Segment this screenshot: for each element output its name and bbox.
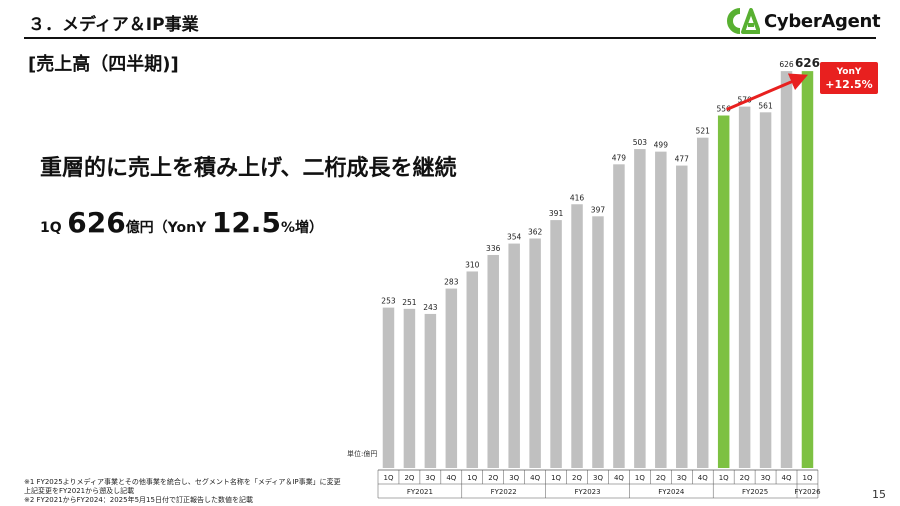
bar bbox=[676, 165, 688, 468]
bar bbox=[403, 308, 416, 468]
yony-callout-label: YonY bbox=[836, 67, 862, 77]
bar bbox=[487, 254, 499, 468]
unit-label: 単位:億円 bbox=[347, 449, 377, 458]
data-label: 397 bbox=[591, 205, 606, 214]
data-label: 362 bbox=[528, 227, 543, 236]
fiscal-year-label: FY2024 bbox=[658, 488, 685, 496]
quarter-tick-label: 4Q bbox=[614, 474, 624, 482]
data-label: 503 bbox=[633, 138, 648, 147]
logo-mark-icon bbox=[727, 8, 760, 34]
quarter-tick-label: 1Q bbox=[383, 474, 393, 482]
kpi-summary: 1Q 626億円（YonY 12.5%増） bbox=[40, 206, 323, 239]
yony-callout bbox=[820, 62, 878, 94]
data-label: 477 bbox=[675, 155, 690, 164]
data-label: 570 bbox=[737, 96, 752, 105]
bar bbox=[634, 149, 646, 468]
fiscal-year-label: FY2021 bbox=[407, 488, 433, 496]
cyberagent-logo: CyberAgent bbox=[726, 8, 881, 34]
bar bbox=[571, 204, 583, 469]
data-label: 391 bbox=[549, 209, 564, 218]
quarter-tick-label: 4Q bbox=[530, 474, 540, 482]
bar bbox=[801, 71, 814, 468]
growth-arrow bbox=[726, 73, 808, 111]
kpi-value: 626 bbox=[67, 206, 126, 239]
headline: 重層的に売上を積み上げ、二桁成長を継続 bbox=[40, 156, 457, 181]
data-label: 561 bbox=[758, 101, 773, 110]
kpi-unit: 億円（YonY bbox=[125, 220, 207, 236]
slide-title: [売上高（四半期)] bbox=[28, 54, 179, 75]
footnotes: ※1 FY2025よりメディア事業とその他事業を統合し、セグメント名称を「メディ… bbox=[24, 478, 341, 505]
bar bbox=[529, 238, 541, 468]
quarter-tick-label: 4Q bbox=[782, 474, 792, 482]
quarter-tick-label: 3Q bbox=[593, 474, 603, 482]
quarter-tick-label: 2Q bbox=[740, 474, 750, 482]
bar bbox=[696, 137, 709, 468]
data-label: 283 bbox=[444, 278, 459, 287]
data-label: 336 bbox=[486, 244, 501, 253]
data-label: 243 bbox=[423, 303, 438, 312]
page-number: 15 bbox=[872, 488, 886, 501]
kpi-suffix: %増） bbox=[280, 220, 323, 236]
bar bbox=[613, 164, 625, 468]
bar bbox=[508, 243, 520, 468]
quarter-tick-label: 1Q bbox=[467, 474, 477, 482]
bar bbox=[550, 220, 562, 468]
bar bbox=[592, 216, 604, 468]
title-divider bbox=[24, 37, 876, 39]
data-label: 626 bbox=[795, 56, 820, 70]
quarter-tick-label: 1Q bbox=[802, 474, 812, 482]
yony-callout-value: +12.5% bbox=[825, 78, 872, 91]
fiscal-year-label: FY2025 bbox=[742, 488, 768, 496]
fiscal-year-label: FY2022 bbox=[491, 488, 517, 496]
logo-text: CyberAgent bbox=[764, 10, 881, 32]
data-label: 416 bbox=[570, 193, 585, 202]
quarter-tick-label: 2Q bbox=[572, 474, 582, 482]
bar bbox=[445, 288, 458, 468]
footnote: ※2 FY2021からFY2024：2025年5月15日付で訂正報告した数値を記… bbox=[24, 496, 253, 504]
data-label: 253 bbox=[381, 297, 396, 306]
bar bbox=[717, 115, 730, 468]
quarter-tick-label: 1Q bbox=[551, 474, 561, 482]
bar bbox=[424, 313, 437, 468]
data-label: 499 bbox=[654, 141, 669, 150]
kpi-quarter: 1Q bbox=[40, 220, 62, 236]
quarter-tick-label: 3Q bbox=[677, 474, 687, 482]
data-label: 626 bbox=[779, 60, 794, 69]
quarter-tick-label: 1Q bbox=[635, 474, 645, 482]
fiscal-year-label: FY2026 bbox=[794, 488, 821, 496]
footnote: 上記変更をFY2021から遡及し記載 bbox=[24, 487, 135, 495]
bar bbox=[738, 106, 751, 469]
data-label: 251 bbox=[402, 298, 417, 307]
quarter-tick-label: 3Q bbox=[425, 474, 435, 482]
quarter-tick-label: 2Q bbox=[656, 474, 666, 482]
data-label: 310 bbox=[465, 260, 480, 269]
quarter-tick-label: 3Q bbox=[509, 474, 519, 482]
bar bbox=[780, 71, 793, 468]
data-label: 556 bbox=[717, 104, 732, 113]
section-title: ３．メディア＆IP事業 bbox=[28, 15, 199, 35]
data-label: 354 bbox=[507, 233, 522, 242]
bar bbox=[466, 271, 479, 468]
bar bbox=[382, 307, 395, 468]
quarter-tick-label: 1Q bbox=[719, 474, 729, 482]
quarter-tick-label: 4Q bbox=[446, 474, 456, 482]
quarter-tick-label: 2Q bbox=[404, 474, 414, 482]
bar bbox=[655, 151, 667, 468]
bar bbox=[759, 112, 772, 469]
fiscal-year-label: FY2023 bbox=[574, 488, 600, 496]
quarter-tick-label: 2Q bbox=[488, 474, 498, 482]
kpi-growth: 12.5 bbox=[211, 206, 281, 239]
data-label: 479 bbox=[612, 153, 627, 162]
data-label: 521 bbox=[696, 127, 711, 136]
quarter-tick-label: 4Q bbox=[698, 474, 708, 482]
footnote: ※1 FY2025よりメディア事業とその他事業を統合し、セグメント名称を「メディ… bbox=[24, 478, 341, 486]
quarter-tick-label: 3Q bbox=[761, 474, 771, 482]
